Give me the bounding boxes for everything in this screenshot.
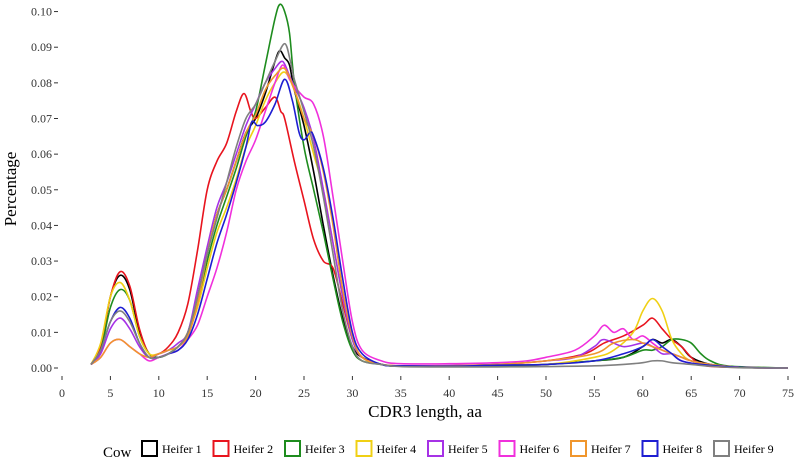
series-line-heifer-4 [90, 71, 789, 369]
legend-label: Heifer 8 [663, 442, 703, 456]
series-line-heifer-2 [90, 92, 789, 369]
series-line-heifer-8 [90, 78, 789, 369]
legend-swatch [570, 440, 587, 457]
legend-swatch [141, 440, 158, 457]
legend-swatch [355, 440, 373, 457]
x-tick-label: 65 [685, 386, 697, 400]
series-line-heifer-9 [90, 42, 789, 369]
legend-swatch [713, 440, 730, 457]
y-tick-label: 0.05 [31, 183, 52, 197]
legend-title: Cow [103, 445, 132, 461]
x-tick-label: 45 [492, 386, 504, 400]
legend-label: Heifer 6 [520, 442, 560, 456]
x-tick-label: 30 [346, 386, 358, 400]
legend-label: Heifer 2 [234, 442, 274, 456]
legend-swatch [212, 440, 230, 457]
legend-label: Heifer 4 [377, 442, 417, 456]
x-tick-label: 70 [734, 386, 746, 400]
x-axis-title: CDR3 length, aa [368, 402, 482, 421]
legend-label: Heifer 7 [591, 442, 631, 456]
legend-label: Heifer 9 [734, 442, 774, 456]
y-tick-label: 0.03 [31, 254, 52, 268]
x-tick-label: 50 [540, 386, 552, 400]
legend-swatch [641, 440, 659, 457]
legend: Cow Heifer 1 Heifer 2 Heifer 3 Heifer 4 Heif… [103, 440, 774, 461]
y-tick-label: 0.07 [31, 111, 52, 125]
y-axis-title: Percentage [1, 152, 20, 227]
x-tick-label: 5 [107, 386, 113, 400]
x-tick-label: 55 [588, 386, 600, 400]
x-tick-label: 25 [298, 386, 310, 400]
x-axis: 0 5 10 15 20 25 30 35 40 45 50 55 60 65 70 75 [59, 376, 794, 400]
legend-swatch [284, 440, 301, 457]
y-tick-label: 0.02 [31, 290, 52, 304]
x-tick-label: 10 [153, 386, 165, 400]
x-tick-label: 0 [59, 386, 65, 400]
x-tick-label: 20 [250, 386, 262, 400]
legend-label: Heifer 5 [448, 442, 488, 456]
y-tick-label: 0.06 [31, 147, 52, 161]
legend-swatch [498, 440, 516, 457]
y-axis: 0.00 0.01 0.02 0.03 0.04 0.05 0.06 0.07 0.08 0.09… [31, 5, 58, 375]
x-tick-label: 40 [443, 386, 455, 400]
legend-swatch [427, 440, 444, 457]
x-tick-label: 75 [782, 386, 794, 400]
y-tick-label: 0.01 [31, 325, 52, 339]
y-tick-label: 0.00 [31, 361, 52, 375]
x-tick-label: 35 [395, 386, 407, 400]
y-tick-label: 0.04 [31, 218, 52, 232]
series-layer [90, 3, 789, 369]
y-tick-label: 0.08 [31, 76, 52, 90]
y-tick-label: 0.09 [31, 40, 52, 54]
series-line-heifer-7 [90, 67, 789, 369]
legend-label: Heifer 1 [162, 442, 202, 456]
x-tick-label: 15 [201, 386, 213, 400]
y-tick-label: 0.10 [31, 5, 52, 19]
x-tick-label: 60 [637, 386, 649, 400]
legend-label: Heifer 3 [305, 442, 345, 456]
